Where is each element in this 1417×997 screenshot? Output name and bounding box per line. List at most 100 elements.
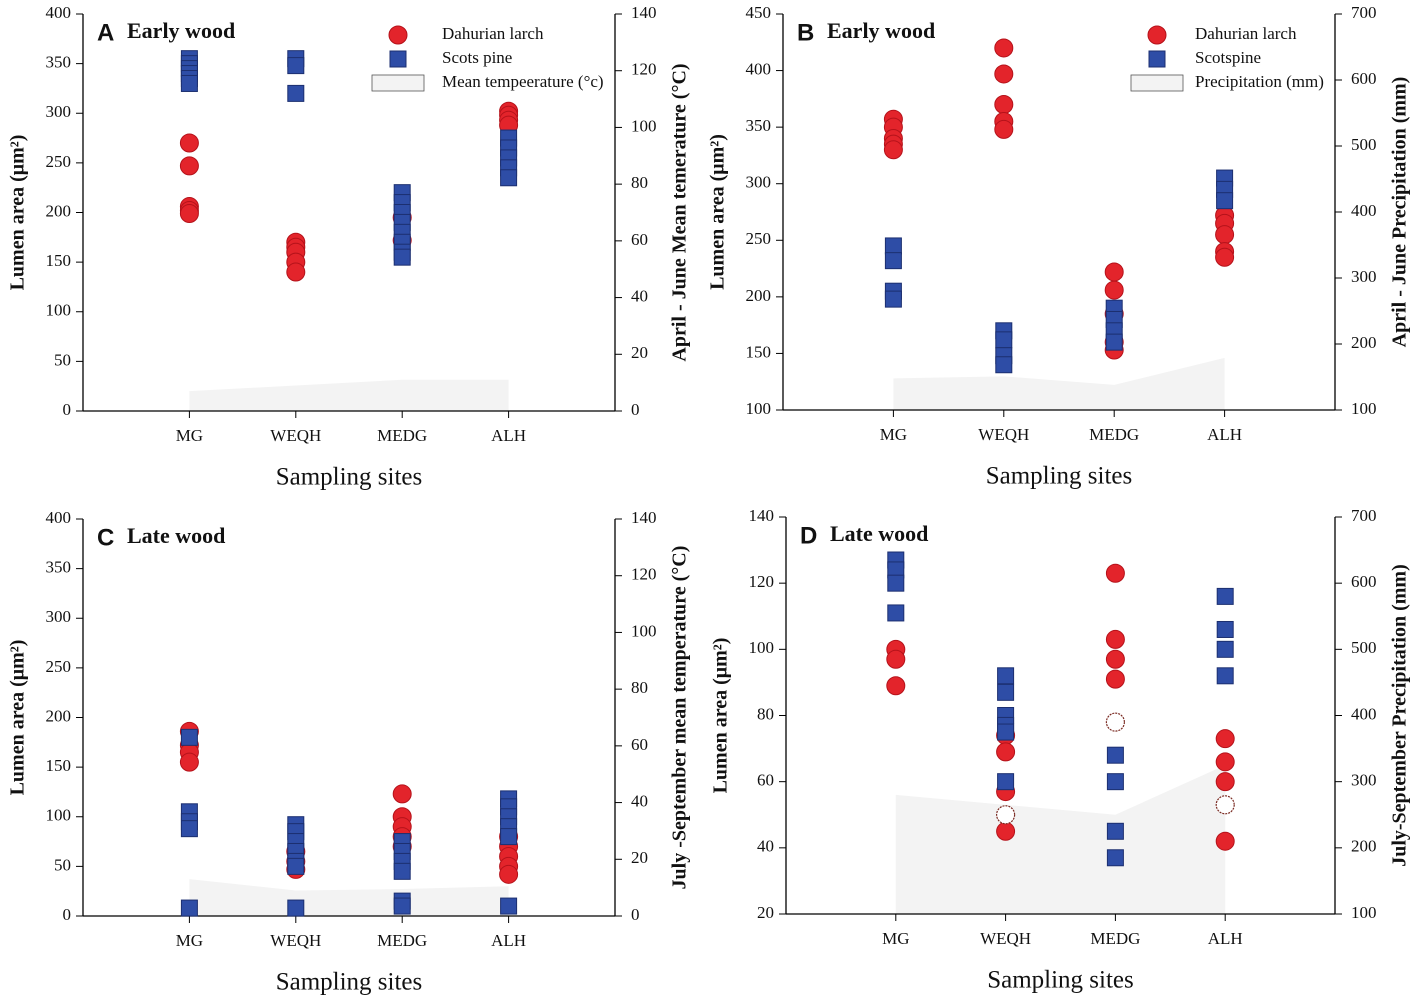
point [883,140,903,160]
y-tick-label: 100 [746,399,772,418]
area [189,379,509,411]
y2-tick-label: 20 [631,848,648,867]
x-tick-label: ALH [491,426,526,445]
y-tick-label: 300 [746,173,772,192]
point [884,290,902,308]
panel-title: Late wood [127,523,225,548]
y-tick-label: 150 [746,342,772,361]
panel-title: Late wood [830,521,928,546]
point [500,169,518,187]
point [179,156,199,176]
point [995,805,1016,825]
point [393,897,411,915]
point [884,237,902,255]
x-tick-label: MG [176,931,203,950]
panel-label: D [800,522,817,549]
point [1215,795,1235,815]
point [1104,262,1124,282]
area [895,765,1226,914]
point [1215,831,1235,851]
x-tick-label: WEQH [978,425,1029,444]
y2-tick-label: 600 [1351,69,1377,88]
point [1215,729,1235,749]
point [393,248,411,266]
y2-tick-label: 700 [1351,506,1377,525]
y-tick-label: 140 [749,506,775,525]
y-tick-label: 200 [46,201,72,220]
point [884,252,902,270]
panel-label: C [97,524,114,551]
x-tick-label: WEQH [270,426,321,445]
point [287,899,305,917]
y-tick-label: 250 [46,152,72,171]
legend-marker [1148,50,1166,68]
y-axis-label: Lumen area (μm²) [7,640,29,796]
y-axis-label: Lumen area (μm²) [710,638,732,794]
y-axis-label: Lumen area (μm²) [7,135,29,291]
y-tick-label: 200 [46,706,72,725]
x-tick-label: WEQH [980,929,1031,948]
y2-tick-label: 400 [1351,704,1377,723]
y2-tick-label: 60 [631,230,648,249]
x-tick-label: ALH [1208,929,1243,948]
x-tick-label: MEDG [1089,425,1139,444]
point [179,133,199,153]
y-tick-label: 450 [746,3,772,22]
x-tick-label: MG [880,425,907,444]
legend-swatch [371,74,425,92]
point [1216,587,1234,605]
legend-label: Mean tempeerature (°c) [442,72,604,91]
legend-marker [389,50,407,68]
panel-title: Early wood [827,18,935,43]
panel-title: Early wood [127,18,235,43]
y-tick-label: 100 [46,301,72,320]
y2-axis-label: July-September Precipitation (mm) [1389,564,1411,867]
x-axis-label: Sampling sites [987,967,1134,994]
point [887,574,905,592]
y-tick-label: 350 [746,116,772,135]
y-tick-label: 100 [46,806,72,825]
y-tick-label: 0 [63,400,72,419]
point [1105,563,1125,583]
point [180,820,198,838]
point [1105,629,1125,649]
y2-tick-label: 80 [631,173,648,192]
y2-tick-label: 200 [1351,333,1377,352]
y2-tick-label: 120 [631,60,657,79]
point [887,604,905,622]
point [997,773,1015,791]
legend-label: Dahurian larch [1195,24,1297,43]
y2-tick-label: 140 [631,3,657,22]
point [499,864,519,884]
y2-tick-label: 60 [631,735,648,754]
x-axis-label: Sampling sites [276,969,423,996]
y2-tick-label: 100 [631,621,657,640]
y2-tick-label: 40 [631,791,648,810]
y-tick-label: 0 [63,905,72,924]
point [886,676,906,696]
point [994,119,1014,139]
y-tick-label: 400 [746,59,772,78]
point [886,649,906,669]
y2-tick-label: 600 [1351,572,1377,591]
point [994,95,1014,115]
y2-tick-label: 20 [631,343,648,362]
y2-axis-label: April - June Precipitation (mm) [1389,77,1411,348]
point [995,356,1013,374]
y-tick-label: 50 [54,855,71,874]
y2-tick-label: 100 [631,116,657,135]
point [287,857,305,875]
legend-label: Precipitation (mm) [1195,72,1324,91]
point [392,784,412,804]
point [287,84,305,102]
point [180,74,198,92]
y2-tick-label: 100 [1351,903,1377,922]
y-tick-label: 40 [757,837,774,856]
y2-tick-label: 200 [1351,837,1377,856]
x-axis-label: Sampling sites [276,464,423,491]
y-tick-label: 400 [46,3,72,22]
y-tick-label: 60 [757,771,774,790]
y-tick-label: 80 [757,704,774,723]
legend-marker [388,25,408,45]
point [994,64,1014,84]
